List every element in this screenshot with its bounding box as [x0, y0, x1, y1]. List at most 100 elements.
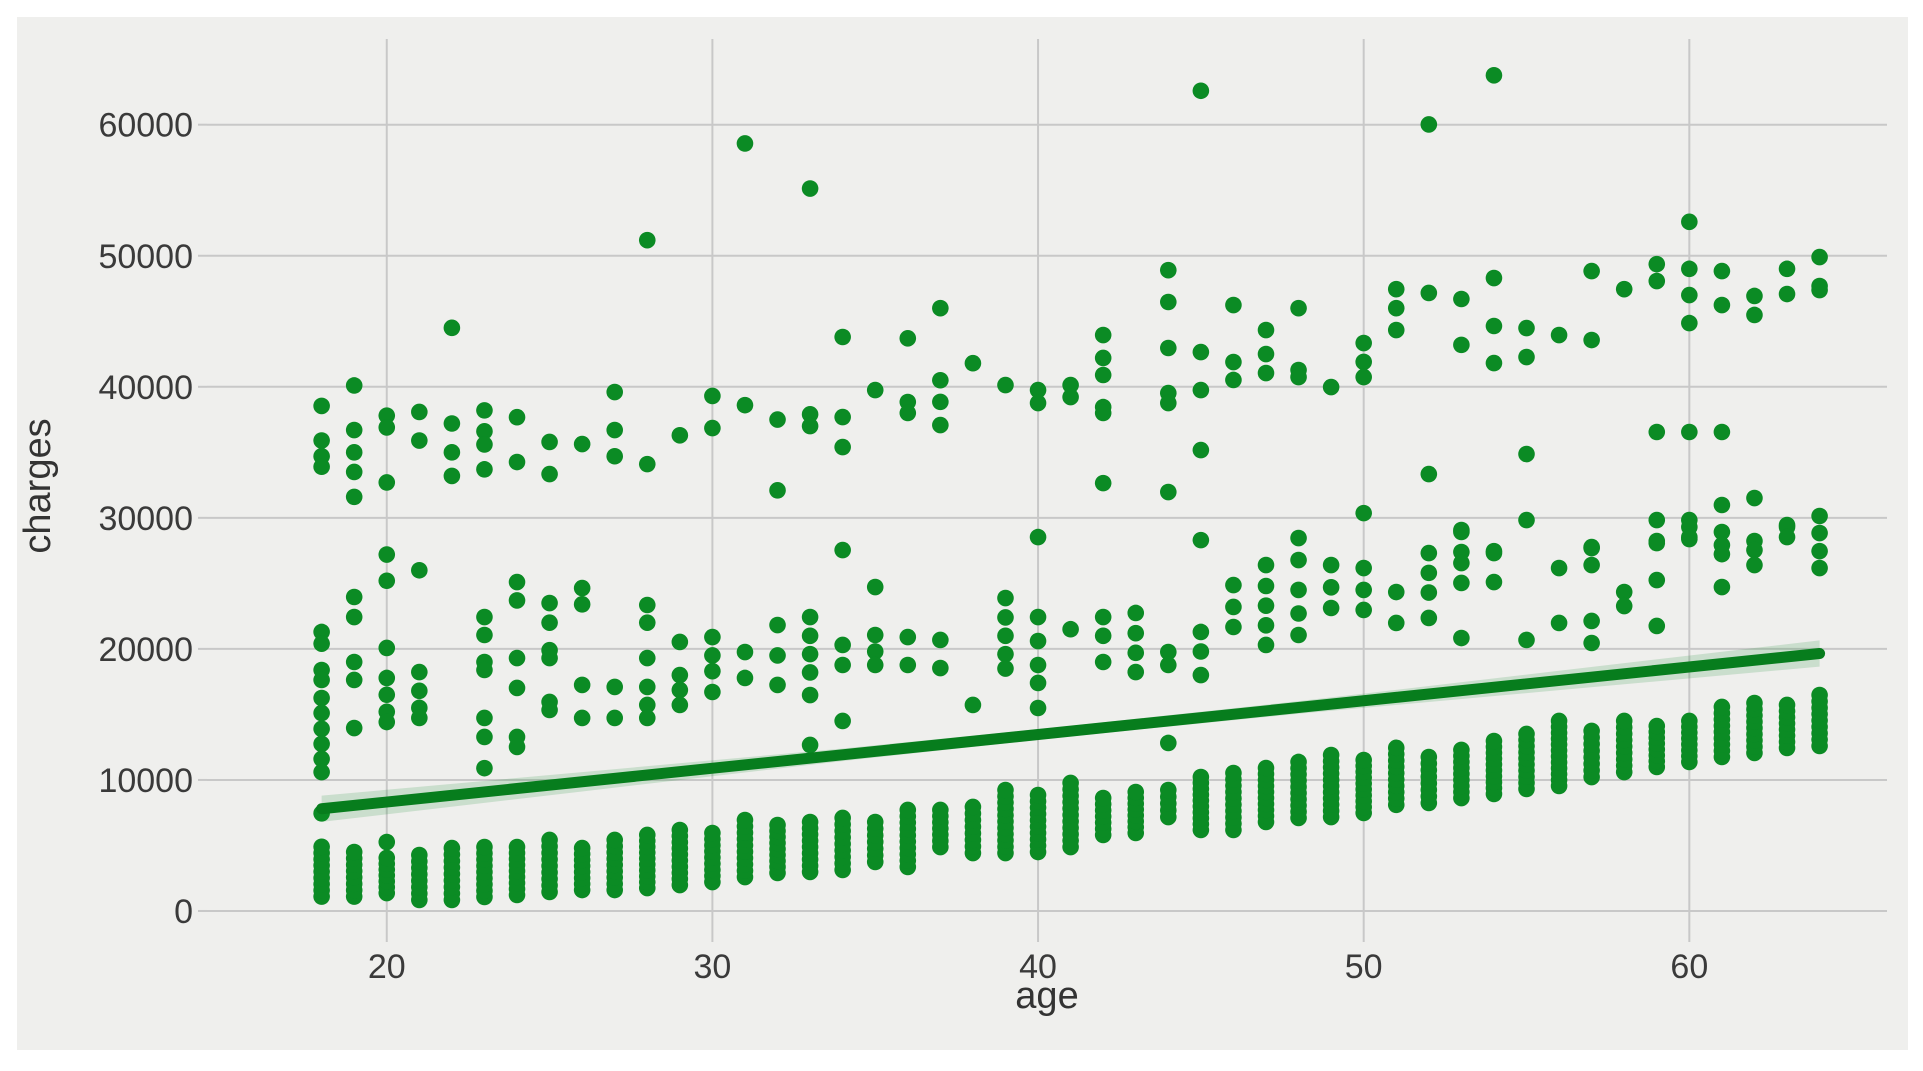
pill-point — [345, 843, 363, 861]
data-point — [1583, 612, 1600, 630]
data-point — [1713, 578, 1731, 596]
data-point — [378, 474, 396, 491]
data-point — [345, 588, 363, 606]
tick-label-y: 0 — [174, 893, 193, 931]
data-point — [1583, 331, 1600, 349]
pill-point — [1420, 748, 1438, 766]
pill-point — [1583, 722, 1600, 740]
pill-point — [1387, 739, 1405, 757]
data-point — [1811, 542, 1828, 560]
data-point — [443, 319, 461, 337]
data-point — [476, 626, 493, 644]
data-point — [932, 631, 949, 649]
data-point — [1225, 618, 1242, 636]
data-point — [1811, 248, 1828, 266]
pill-point — [1550, 712, 1568, 730]
data-point — [1192, 643, 1210, 660]
data-point — [1192, 531, 1210, 549]
data-point — [378, 639, 396, 657]
data-point — [1518, 631, 1535, 649]
data-point — [1257, 364, 1275, 382]
data-point — [638, 596, 656, 614]
data-point — [508, 573, 526, 591]
data-point — [997, 589, 1014, 607]
data-point — [638, 231, 656, 249]
data-point — [736, 396, 754, 414]
data-point — [932, 416, 949, 434]
data-point — [866, 381, 884, 399]
data-point — [866, 643, 884, 660]
data-point — [1485, 354, 1503, 372]
data-point — [801, 645, 819, 663]
data-point — [997, 376, 1014, 394]
data-point — [378, 419, 396, 436]
data-point — [443, 444, 461, 461]
data-point — [638, 696, 656, 714]
pill-point — [1681, 712, 1698, 730]
data-point — [671, 426, 689, 444]
data-point — [508, 453, 526, 471]
pill-point — [606, 831, 624, 849]
data-point — [1192, 623, 1210, 641]
data-point — [1094, 627, 1112, 645]
data-point — [1713, 262, 1731, 280]
data-point — [1453, 554, 1470, 572]
data-point — [313, 763, 330, 781]
data-point — [1094, 474, 1112, 492]
data-point — [1550, 559, 1568, 577]
pill-point — [1322, 746, 1340, 764]
data-point — [932, 371, 949, 389]
data-point — [1778, 285, 1796, 303]
data-point — [1355, 334, 1372, 352]
data-point — [932, 393, 949, 411]
data-point — [801, 686, 819, 704]
data-point — [573, 709, 591, 727]
data-point — [345, 608, 363, 626]
data-point — [1257, 636, 1275, 654]
data-point — [1583, 262, 1600, 280]
data-point — [1550, 326, 1568, 344]
data-point — [1420, 544, 1438, 562]
data-point — [704, 628, 721, 646]
data-point — [1127, 644, 1145, 662]
data-point — [801, 627, 819, 645]
data-point — [1355, 559, 1372, 577]
data-point — [866, 626, 884, 644]
data-point — [345, 377, 363, 394]
data-point — [378, 833, 396, 851]
data-point — [964, 696, 982, 714]
pill-point — [964, 798, 982, 816]
data-point — [1453, 523, 1470, 541]
data-point — [1355, 581, 1372, 599]
data-point — [541, 465, 558, 483]
x-axis-label: age — [1015, 975, 1078, 1017]
data-point — [1257, 617, 1275, 634]
data-point — [1160, 656, 1177, 674]
data-point — [541, 614, 558, 631]
data-point — [476, 608, 493, 626]
data-point — [1290, 551, 1307, 569]
tick-label-x: 30 — [693, 948, 731, 986]
pill-point — [1615, 712, 1633, 730]
data-point — [1290, 605, 1307, 622]
pill-point — [1094, 789, 1112, 807]
data-point — [313, 704, 330, 722]
data-point — [313, 750, 330, 768]
pill-point — [476, 838, 493, 856]
data-point — [1029, 608, 1047, 626]
data-point — [704, 387, 721, 405]
data-point — [1485, 66, 1503, 84]
data-point — [1453, 574, 1470, 592]
data-point — [736, 669, 754, 687]
data-point — [606, 421, 624, 439]
data-point — [378, 686, 396, 704]
data-point — [1160, 394, 1177, 412]
data-point — [1160, 734, 1177, 752]
data-point — [834, 541, 851, 559]
data-point — [1453, 336, 1470, 354]
data-point — [1160, 339, 1177, 357]
data-point — [638, 649, 656, 667]
data-point — [345, 719, 363, 737]
data-point — [671, 696, 689, 714]
pill-point — [899, 801, 917, 819]
